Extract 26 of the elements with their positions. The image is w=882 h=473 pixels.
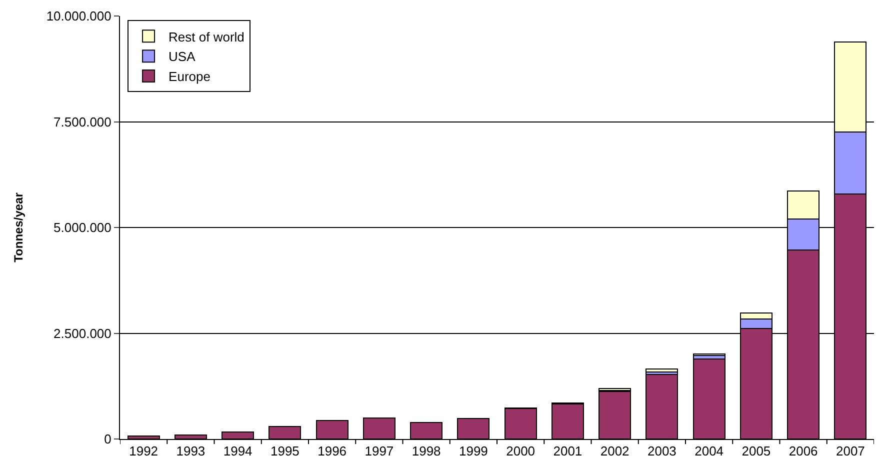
x-tick-label: 1992 <box>129 444 158 459</box>
y-tick-label: 0 <box>104 432 112 447</box>
x-tick-label: 1999 <box>458 444 488 459</box>
y-tick-label: 2.500.000 <box>54 326 112 341</box>
y-tick-label: 5.000.000 <box>54 220 112 236</box>
y-tick-label: 10.000.000 <box>46 8 112 24</box>
x-tick-label: 2001 <box>553 444 582 459</box>
y-tick-label: 7.500.000 <box>54 114 112 130</box>
x-tick-label: 2000 <box>506 444 536 459</box>
x-tick-label: 1997 <box>364 444 394 459</box>
legend-label: Rest of world <box>168 29 244 44</box>
x-tick-label: 1998 <box>412 444 441 459</box>
bar <box>646 368 678 373</box>
legend-label: USA <box>168 49 196 64</box>
y-axis-title: Tonnes/year <box>12 192 26 262</box>
legend-label: Europe <box>168 69 210 84</box>
x-tick-label: 2005 <box>742 444 771 459</box>
x-tick-label: 2004 <box>694 444 724 459</box>
x-tick-label: 1994 <box>223 444 252 459</box>
x-tick-label: 1995 <box>270 444 300 459</box>
x-tick-label: 2006 <box>788 444 818 459</box>
x-tick-label: 1996 <box>318 444 347 459</box>
x-tick-label: 1993 <box>176 444 206 459</box>
x-tick-label: 2002 <box>600 444 630 459</box>
x-tick-label: 2003 <box>647 444 676 459</box>
x-tick-label: 2007 <box>836 444 865 459</box>
